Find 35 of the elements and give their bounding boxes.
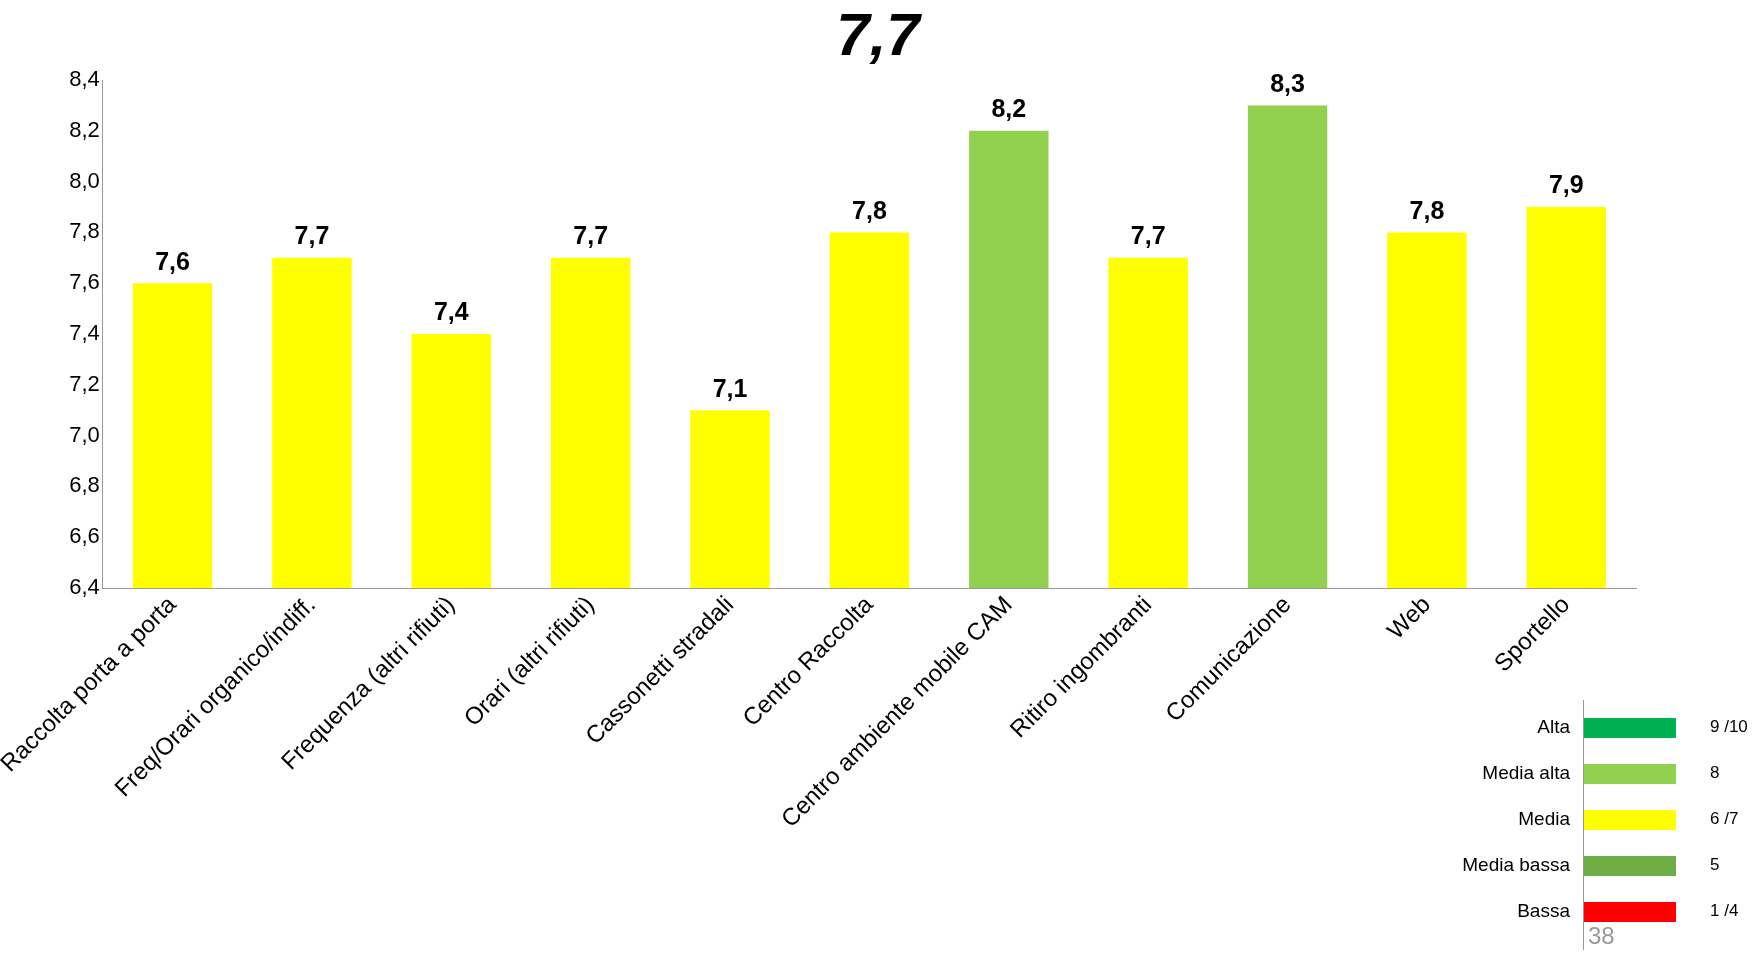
category-label: Alta: [1537, 716, 1570, 738]
data-label: 7,1: [712, 373, 748, 402]
y-tick-label: 8,2: [69, 116, 100, 142]
category-label: Media bassa: [1462, 854, 1570, 876]
data-label: 7,6: [155, 246, 190, 275]
data-label: 7,8: [852, 195, 887, 224]
category-label: Media alta: [1482, 762, 1570, 784]
y-tick-label: 6,8: [69, 472, 100, 498]
y-tick-label: 6,6: [69, 523, 100, 549]
text: 38: [1588, 922, 1615, 950]
chart-title: 7,7: [836, 1, 920, 68]
data-label: 8,2: [991, 94, 1027, 123]
data-label: 7,7: [1130, 221, 1166, 250]
y-tick-label: 8,0: [69, 167, 100, 193]
text: 9 /10: [1710, 717, 1748, 737]
y-tick-label: 7,6: [69, 269, 100, 295]
y-tick-label: 7,4: [69, 320, 100, 346]
category-label: Media: [1518, 808, 1570, 830]
data-label: 7,8: [1409, 195, 1445, 224]
data-label: 8,3: [1270, 68, 1305, 97]
x-tick-label: Web: [1381, 590, 1436, 645]
data-label: 7,4: [433, 297, 469, 326]
y-tick-label: 8,4: [69, 66, 100, 92]
text: 5: [1710, 855, 1720, 875]
y-tick-label: 7,8: [69, 218, 100, 244]
y-tick-label: 6,4: [69, 574, 100, 600]
y-tick-label: 7,2: [69, 370, 100, 396]
text: 6 /7: [1710, 809, 1739, 829]
data-label: 7,7: [573, 221, 609, 250]
text: 1 /4: [1710, 901, 1739, 921]
y-tick-label: 7,0: [69, 421, 100, 447]
text: 8: [1710, 763, 1720, 783]
category-label: Bassa: [1517, 900, 1570, 922]
data-label: 7,7: [294, 221, 330, 250]
data-label: 7,9: [1548, 170, 1584, 199]
